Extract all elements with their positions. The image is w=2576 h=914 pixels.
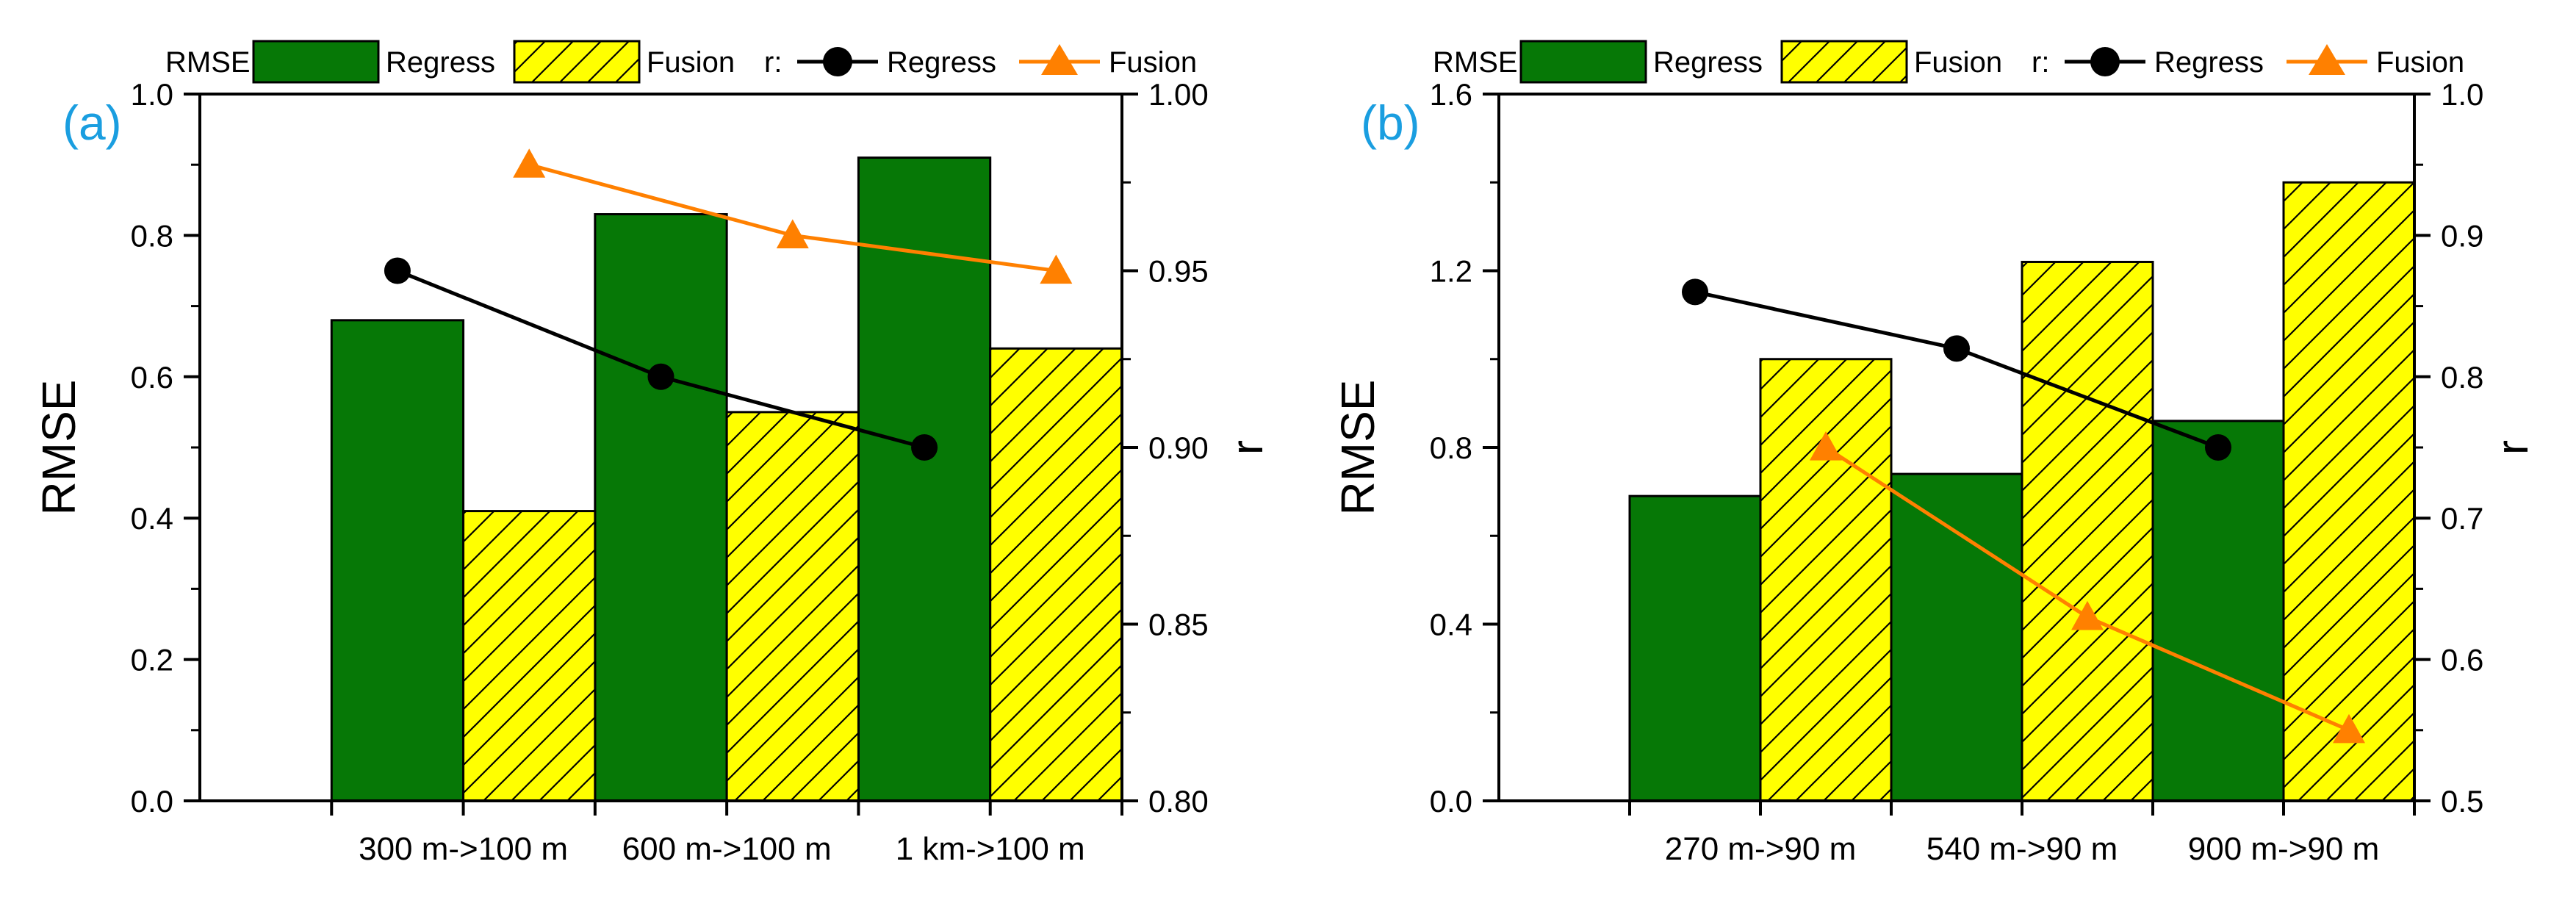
fusion-r-point bbox=[513, 148, 546, 178]
y2-tick-label: 0.7 bbox=[2441, 501, 2483, 536]
legend-fusion-bar-label: Fusion bbox=[1914, 46, 2002, 79]
y2-tick-label: 0.6 bbox=[2441, 643, 2483, 677]
y-axis-title: RMSE bbox=[1331, 380, 1384, 516]
panel-a: 0.0 0.2 0.4 0.6 0.8 1.0 0.80 0.85 0.90 0.95 1.00 30… bbox=[32, 40, 1272, 867]
fusion-r-point bbox=[1040, 254, 1073, 284]
legend-fusion-line-label: Fusion bbox=[2376, 46, 2464, 79]
regress-r-point bbox=[384, 257, 411, 284]
legend-r-label: r: bbox=[764, 46, 782, 79]
regress-r-point bbox=[911, 434, 938, 461]
x-tick-label: 1 km->100 m bbox=[896, 831, 1085, 867]
fusion-r-point bbox=[776, 219, 809, 248]
y2-tick-label: 1.00 bbox=[1148, 77, 1209, 112]
fusion-r-point bbox=[2333, 713, 2365, 744]
y-tick-label: 1.0 bbox=[131, 77, 173, 112]
y2-tick-label: 0.8 bbox=[2441, 360, 2483, 395]
legend: RMSE: Regress Fusion r: Regress Fusion bbox=[1433, 40, 2464, 84]
fusion-r-point bbox=[1810, 431, 1842, 461]
regress-rmse-bar bbox=[330, 319, 465, 802]
legend-regress-marker bbox=[2090, 47, 2120, 76]
y-tick-label: 0.4 bbox=[1430, 608, 1472, 642]
y2-axis-title: r bbox=[1223, 440, 1272, 455]
y-tick-label: 0.4 bbox=[131, 501, 173, 536]
y2-tick-label: 0.80 bbox=[1148, 784, 1209, 818]
y2-tick-label: 0.90 bbox=[1148, 431, 1209, 465]
fusion-rmse-bar bbox=[462, 510, 597, 802]
legend-fusion-bar-label: Fusion bbox=[647, 46, 735, 79]
legend-regress-bar-label: Regress bbox=[386, 46, 495, 79]
legend-regress-bar-swatch bbox=[1519, 40, 1647, 84]
legend-regress-bar-swatch bbox=[252, 40, 380, 84]
legend-fusion-marker bbox=[2309, 44, 2345, 75]
y2-tick-label: 0.95 bbox=[1148, 254, 1209, 289]
legend-r-label: r: bbox=[2032, 46, 2049, 79]
legend-regress-marker bbox=[823, 47, 852, 76]
y2-axis-title: r bbox=[2488, 440, 2537, 455]
fusion-rmse-bar bbox=[725, 411, 860, 802]
panel-label: (b) bbox=[1361, 96, 1420, 150]
y-tick-label: 0.0 bbox=[1430, 784, 1472, 818]
legend-fusion-bar-swatch bbox=[513, 40, 641, 84]
fusion-rmse-bar bbox=[989, 347, 1123, 802]
y-tick-label: 0.0 bbox=[131, 784, 173, 818]
regress-rmse-bar bbox=[2151, 420, 2285, 802]
y-tick-label: 1.2 bbox=[1430, 254, 1472, 289]
x-tick-label: 540 m->90 m bbox=[1926, 831, 2118, 867]
y-tick-label: 0.8 bbox=[131, 218, 173, 253]
fusion-r-point bbox=[2071, 600, 2104, 630]
fusion-rmse-bar bbox=[2021, 260, 2154, 802]
y-tick-label: 0.8 bbox=[1430, 431, 1472, 465]
y2-tick-label: 0.85 bbox=[1148, 608, 1209, 642]
regress-r-point bbox=[1943, 335, 1970, 362]
legend-rmse-label: RMSE: bbox=[1433, 46, 1526, 79]
y2-tick-label: 0.5 bbox=[2441, 784, 2483, 818]
regress-rmse-bar bbox=[1628, 494, 1762, 802]
legend-regress-line-label: Regress bbox=[2154, 46, 2264, 79]
fusion-rmse-bar bbox=[1759, 358, 1893, 802]
x-tick-label: 600 m->100 m bbox=[622, 831, 832, 867]
legend-fusion-marker bbox=[1041, 44, 1078, 75]
y-tick-label: 0.6 bbox=[131, 360, 173, 395]
regress-r-point bbox=[1682, 278, 1708, 306]
legend-fusion-bar-swatch bbox=[1780, 40, 1908, 84]
legend-regress-line-label: Regress bbox=[887, 46, 996, 79]
legend-fusion-line-label: Fusion bbox=[1109, 46, 1197, 79]
regress-r-point bbox=[647, 363, 674, 390]
regress-rmse-bar bbox=[857, 156, 992, 802]
panel-b: 0.0 0.4 0.8 1.2 1.6 0.5 0.6 0.7 0.8 0.9 1.0 270 m->… bbox=[1331, 40, 2537, 867]
regress-r-point bbox=[2205, 434, 2231, 461]
x-tick-label: 300 m->100 m bbox=[359, 831, 568, 867]
y2-tick-label: 1.0 bbox=[2441, 77, 2483, 112]
regress-rmse-bar bbox=[594, 213, 728, 802]
panel-label: (a) bbox=[62, 96, 122, 150]
y-axis-title: RMSE bbox=[32, 380, 85, 516]
legend-rmse-label: RMSE: bbox=[165, 46, 259, 79]
regress-rmse-bar bbox=[1890, 472, 2023, 802]
legend: RMSE: Regress Fusion r: Regress Fusion bbox=[165, 40, 1197, 84]
y-tick-label: 0.2 bbox=[131, 643, 173, 677]
y-tick-label: 1.6 bbox=[1430, 77, 1472, 112]
x-tick-label: 270 m->90 m bbox=[1665, 831, 1856, 867]
x-tick-label: 900 m->90 m bbox=[2188, 831, 2379, 867]
y2-tick-label: 0.9 bbox=[2441, 218, 2483, 253]
fusion-rmse-bar bbox=[2282, 181, 2416, 802]
legend-regress-bar-label: Regress bbox=[1653, 46, 1763, 79]
